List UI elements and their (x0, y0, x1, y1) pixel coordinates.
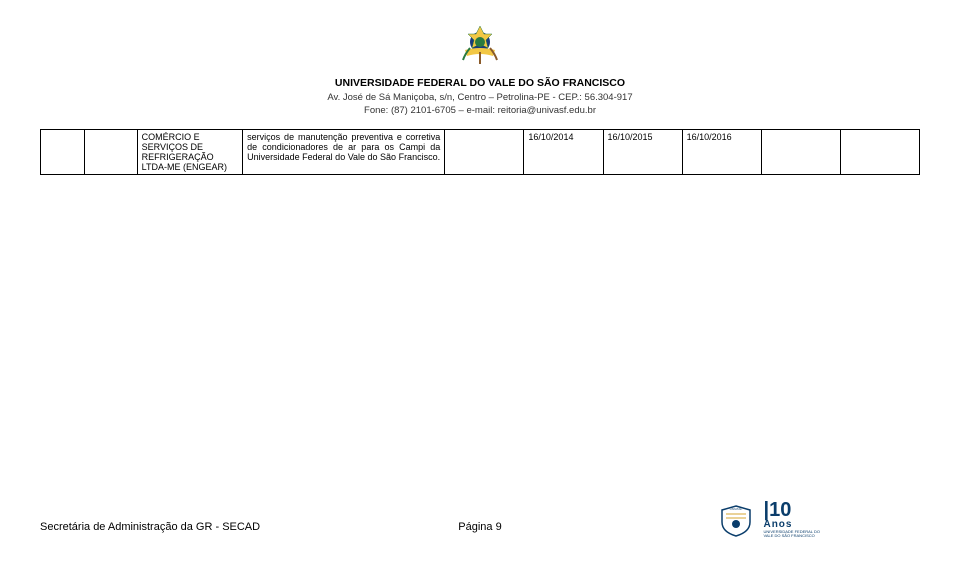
cell-date: 16/10/2015 (603, 130, 682, 175)
cell-date: 16/10/2014 (524, 130, 603, 175)
footer-dept: Secretária de Administração da GR - SECA… (40, 521, 260, 533)
brazil-coat-of-arms-icon (455, 20, 505, 68)
cell-empty (445, 130, 524, 175)
cell-empty (84, 130, 137, 175)
footer-page-number: Página 9 (458, 521, 501, 533)
anniversary-logo: UNIVASF |10 Anos UNIVERSIDADE FEDERAL DO… (714, 500, 820, 538)
university-contact: Fone: (87) 2101-6705 – e-mail: reitoria@… (40, 104, 920, 117)
university-address: Av. José de Sá Maniçoba, s/n, Centro – P… (40, 91, 920, 104)
cell-company: COMÉRCIO E SERVIÇOS DE REFRIGERAÇÃO LTDA… (137, 130, 242, 175)
anniversary-sub2: VALE DO SÃO FRANCISCO (763, 534, 820, 538)
cell-empty (761, 130, 840, 175)
svg-text:UNIVASF: UNIVASF (730, 507, 743, 511)
university-title: UNIVERSIDADE FEDERAL DO VALE DO SÃO FRAN… (40, 76, 920, 91)
contracts-table: COMÉRCIO E SERVIÇOS DE REFRIGERAÇÃO LTDA… (40, 129, 920, 175)
cell-empty (41, 130, 85, 175)
cell-empty (840, 130, 919, 175)
anniversary-number: |10 (763, 500, 820, 520)
univasf-shield-icon: UNIVASF (714, 502, 759, 537)
anniversary-text: |10 Anos UNIVERSIDADE FEDERAL DO VALE DO… (763, 500, 820, 538)
header-text-block: UNIVERSIDADE FEDERAL DO VALE DO SÃO FRAN… (40, 76, 920, 117)
header-emblem (40, 20, 920, 68)
cell-description: serviços de manutenção preventiva e corr… (243, 130, 445, 175)
cell-date: 16/10/2016 (682, 130, 761, 175)
table-row: COMÉRCIO E SERVIÇOS DE REFRIGERAÇÃO LTDA… (41, 130, 920, 175)
